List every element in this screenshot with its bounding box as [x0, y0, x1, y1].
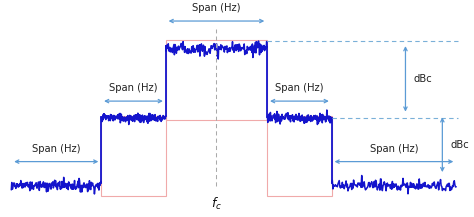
- Text: Span (Hz): Span (Hz): [275, 83, 324, 93]
- Text: Span (Hz): Span (Hz): [32, 144, 81, 154]
- Bar: [166, 40, 267, 120]
- Text: Span (Hz): Span (Hz): [109, 83, 158, 93]
- Bar: [101, 116, 166, 196]
- Bar: [267, 116, 332, 196]
- Text: Span (Hz): Span (Hz): [370, 144, 418, 154]
- Text: dBc: dBc: [451, 140, 469, 150]
- Text: dBc: dBc: [414, 74, 432, 84]
- Text: Span (Hz): Span (Hz): [192, 3, 241, 13]
- Text: $f_c$: $f_c$: [211, 196, 222, 212]
